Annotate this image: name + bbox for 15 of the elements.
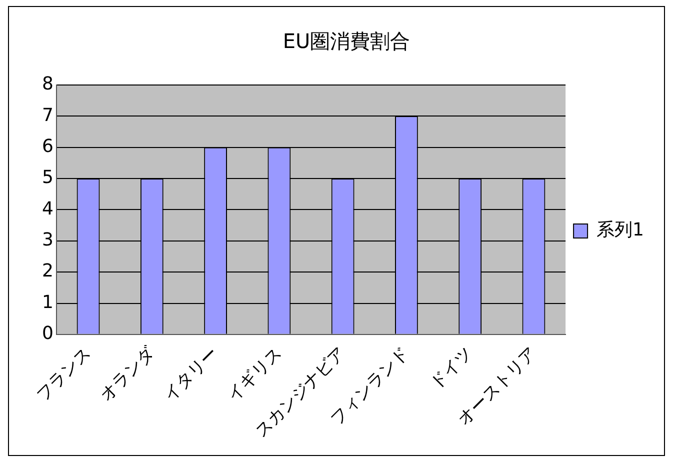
y-tick-label: 8: [42, 74, 54, 95]
y-tick-label: 3: [42, 230, 54, 251]
y-tick-label: 6: [42, 136, 54, 158]
x-tick-label: フランス: [32, 343, 95, 406]
y-tick-label: 7: [42, 104, 54, 126]
y-tick-label: 5: [42, 167, 54, 188]
y-tick-label: 1: [42, 292, 54, 313]
x-tick-label: イタリー: [160, 343, 222, 406]
y-tick-label: 4: [42, 198, 54, 220]
y-tick-label: 2: [42, 260, 54, 282]
legend-label: 系列1: [596, 220, 644, 241]
x-tick-label: オランダ: [96, 342, 160, 406]
x-tick-label: ドイツ: [426, 343, 477, 394]
chart-title: EU圏消費割合: [282, 29, 410, 54]
y-tick-label: 0: [42, 323, 54, 344]
